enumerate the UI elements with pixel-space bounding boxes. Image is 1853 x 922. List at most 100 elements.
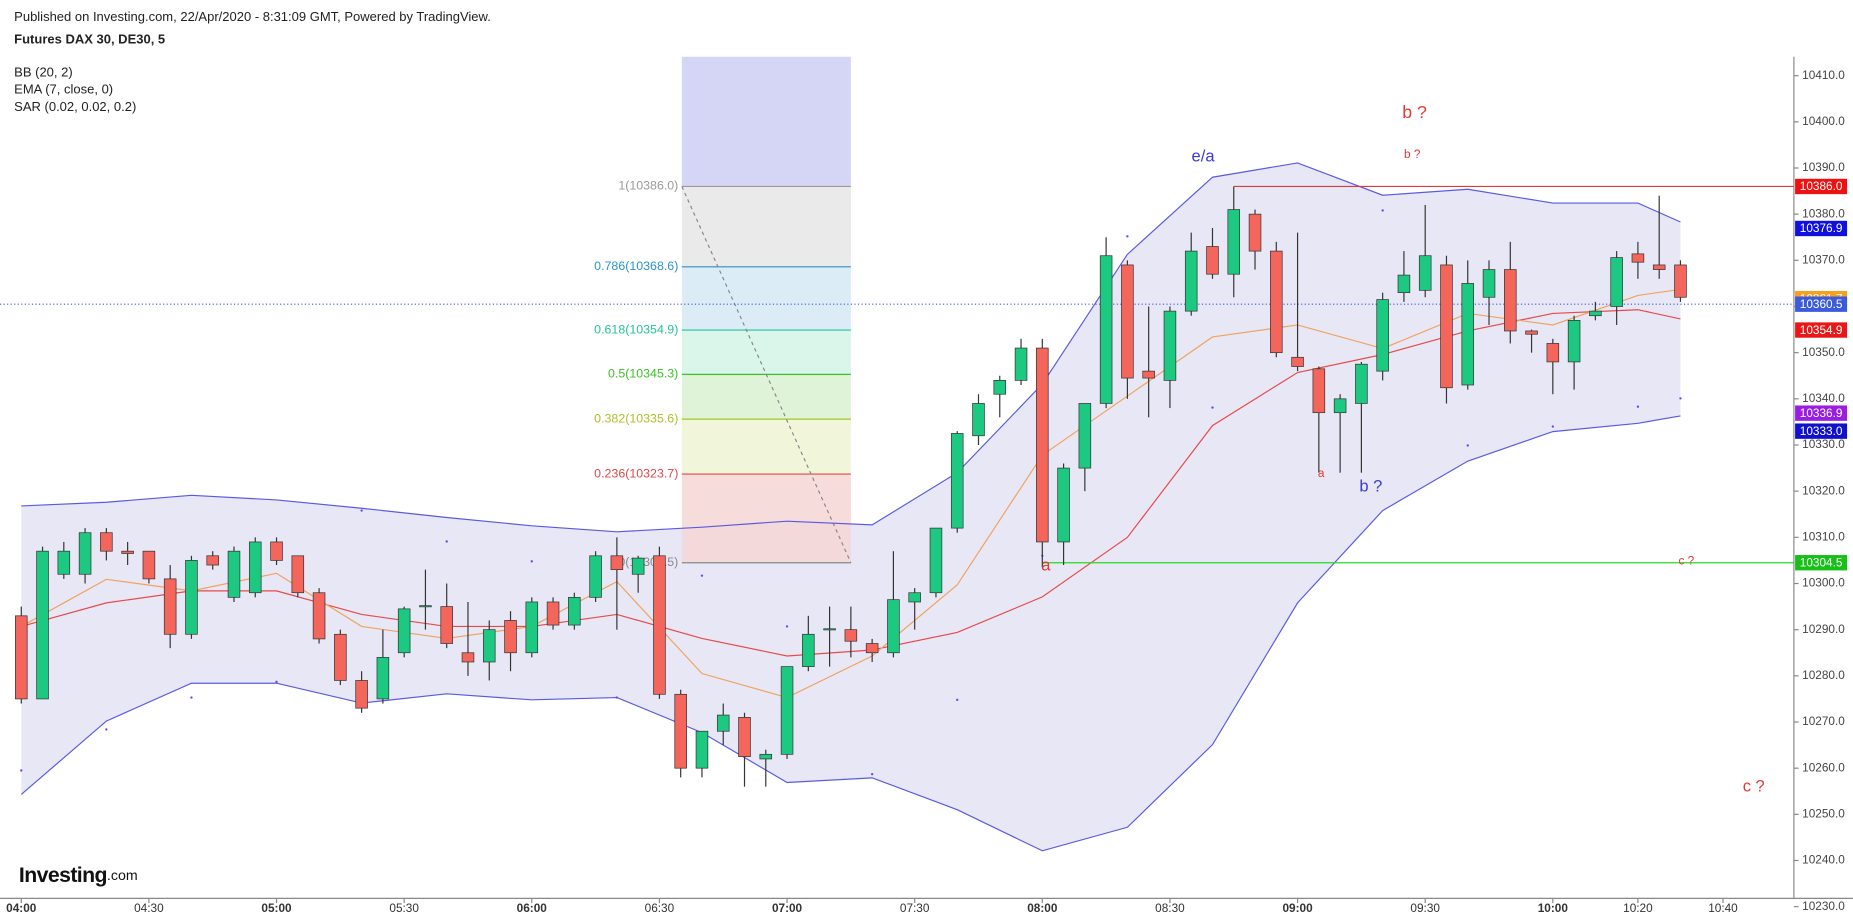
y-tick-label: 10330.0 bbox=[1802, 437, 1845, 451]
candle-body bbox=[887, 599, 900, 654]
candle-body bbox=[227, 550, 241, 598]
header: Published on Investing.com, 22/Apr/2020 … bbox=[14, 9, 491, 24]
price-label-box bbox=[1795, 423, 1848, 439]
candle-body bbox=[865, 643, 879, 654]
sar-dot bbox=[445, 540, 448, 543]
sar-dot bbox=[20, 769, 23, 772]
x-tick-label: 09:00 bbox=[1282, 901, 1313, 915]
y-tick-label: 10380.0 bbox=[1802, 206, 1845, 220]
x-tick-label: 05:30 bbox=[389, 901, 419, 915]
candle-body bbox=[1291, 356, 1304, 367]
fib-zone bbox=[681, 474, 851, 563]
x-tick-label: 05:00 bbox=[261, 901, 292, 915]
candle-body bbox=[1546, 343, 1560, 363]
candle-body bbox=[610, 555, 624, 571]
fib-label: 0.5(10345.3) bbox=[608, 367, 678, 381]
candle-body bbox=[525, 601, 539, 654]
y-tick-label: 10390.0 bbox=[1802, 160, 1845, 174]
candle-body bbox=[1589, 310, 1602, 317]
candle-body bbox=[397, 608, 411, 654]
candle-body bbox=[1397, 274, 1411, 294]
candle-body bbox=[1376, 299, 1389, 372]
price-label-box bbox=[1795, 405, 1848, 421]
y-tick-label: 10280.0 bbox=[1802, 668, 1845, 682]
candle-body bbox=[1504, 269, 1517, 332]
indicator-label: BB (20, 2) bbox=[14, 65, 73, 80]
candle-body bbox=[950, 433, 964, 529]
candle-body bbox=[1142, 370, 1155, 379]
candle-body bbox=[248, 541, 262, 594]
candle-body bbox=[1078, 403, 1092, 469]
candle-body bbox=[1248, 213, 1262, 252]
candle-body bbox=[695, 730, 709, 769]
candle-body bbox=[716, 714, 730, 732]
candle-body bbox=[100, 532, 113, 552]
candle-body bbox=[482, 629, 496, 663]
candle-body bbox=[1099, 255, 1113, 404]
price-label-box bbox=[1795, 555, 1848, 571]
sar-dot bbox=[1551, 425, 1555, 428]
candle-body bbox=[1652, 264, 1666, 270]
annotation: e/a bbox=[1192, 147, 1216, 166]
candle-body bbox=[15, 615, 28, 700]
candle-body bbox=[631, 557, 645, 575]
candle-body bbox=[1631, 253, 1645, 263]
candle-body bbox=[163, 578, 177, 635]
candle-body bbox=[929, 527, 943, 594]
x-tick-label: 04:30 bbox=[134, 901, 164, 915]
candle-body bbox=[908, 592, 921, 603]
candle-body bbox=[185, 560, 198, 635]
overlay-line bbox=[21, 162, 1681, 533]
annotation: a bbox=[1041, 556, 1051, 575]
annotation: c ? bbox=[1678, 554, 1694, 568]
fib-label: 0.786(10368.6) bbox=[594, 259, 678, 273]
x-tick-label: 09:30 bbox=[1410, 901, 1440, 915]
y-tick-label: 10350.0 bbox=[1802, 345, 1845, 359]
x-tick-label: 10:40 bbox=[1708, 901, 1738, 915]
price-label: 10360.5 bbox=[1800, 297, 1843, 311]
sar-dot bbox=[615, 696, 619, 699]
candle-body bbox=[993, 380, 1007, 395]
fib-label: 0.236(10323.7) bbox=[594, 466, 678, 480]
candle-body bbox=[334, 633, 347, 681]
overlay-line bbox=[20, 415, 1681, 852]
y-tick-label: 10320.0 bbox=[1802, 483, 1845, 497]
price-label: 10304.5 bbox=[1800, 555, 1843, 569]
sar-dot bbox=[275, 680, 278, 684]
annotation: b ? bbox=[1402, 102, 1427, 122]
candle-body bbox=[461, 652, 475, 663]
sar-dot bbox=[700, 574, 704, 577]
y-tick-label: 10230.0 bbox=[1802, 899, 1845, 913]
fib-trend bbox=[681, 186, 852, 563]
price-label-box bbox=[1795, 178, 1848, 195]
sar-dot bbox=[1381, 209, 1384, 212]
candle-body bbox=[1121, 264, 1134, 379]
candle-body bbox=[440, 606, 453, 644]
x-tick-label: 07:30 bbox=[900, 901, 930, 915]
y-tick-label: 10240.0 bbox=[1802, 853, 1845, 867]
candle-body bbox=[1312, 368, 1326, 414]
candle-body bbox=[568, 596, 581, 626]
candle-body bbox=[1270, 250, 1283, 354]
fib-zone bbox=[681, 374, 851, 420]
annotation: b ? bbox=[1359, 476, 1382, 495]
sar-dot bbox=[956, 698, 959, 702]
fib-zone bbox=[681, 419, 851, 475]
x-tick-label: 08:30 bbox=[1155, 901, 1185, 915]
candle-body bbox=[1482, 269, 1496, 298]
candle-body bbox=[1440, 264, 1453, 389]
price-label: 10336.9 bbox=[1800, 406, 1843, 420]
price-label: 10386.0 bbox=[1800, 179, 1843, 193]
fib-zone bbox=[681, 330, 851, 375]
price-label: 10333.0 bbox=[1800, 424, 1843, 438]
candle-body bbox=[759, 753, 773, 760]
candle-body bbox=[1567, 319, 1581, 363]
candle-body bbox=[1355, 363, 1368, 404]
sar-dot bbox=[530, 560, 533, 563]
sar-dot bbox=[870, 772, 874, 776]
y-tick-label: 10310.0 bbox=[1802, 529, 1845, 543]
x-tick-label: 06:00 bbox=[517, 901, 548, 915]
x-tick-label: 07:00 bbox=[772, 901, 803, 915]
sar-dot bbox=[360, 509, 363, 512]
